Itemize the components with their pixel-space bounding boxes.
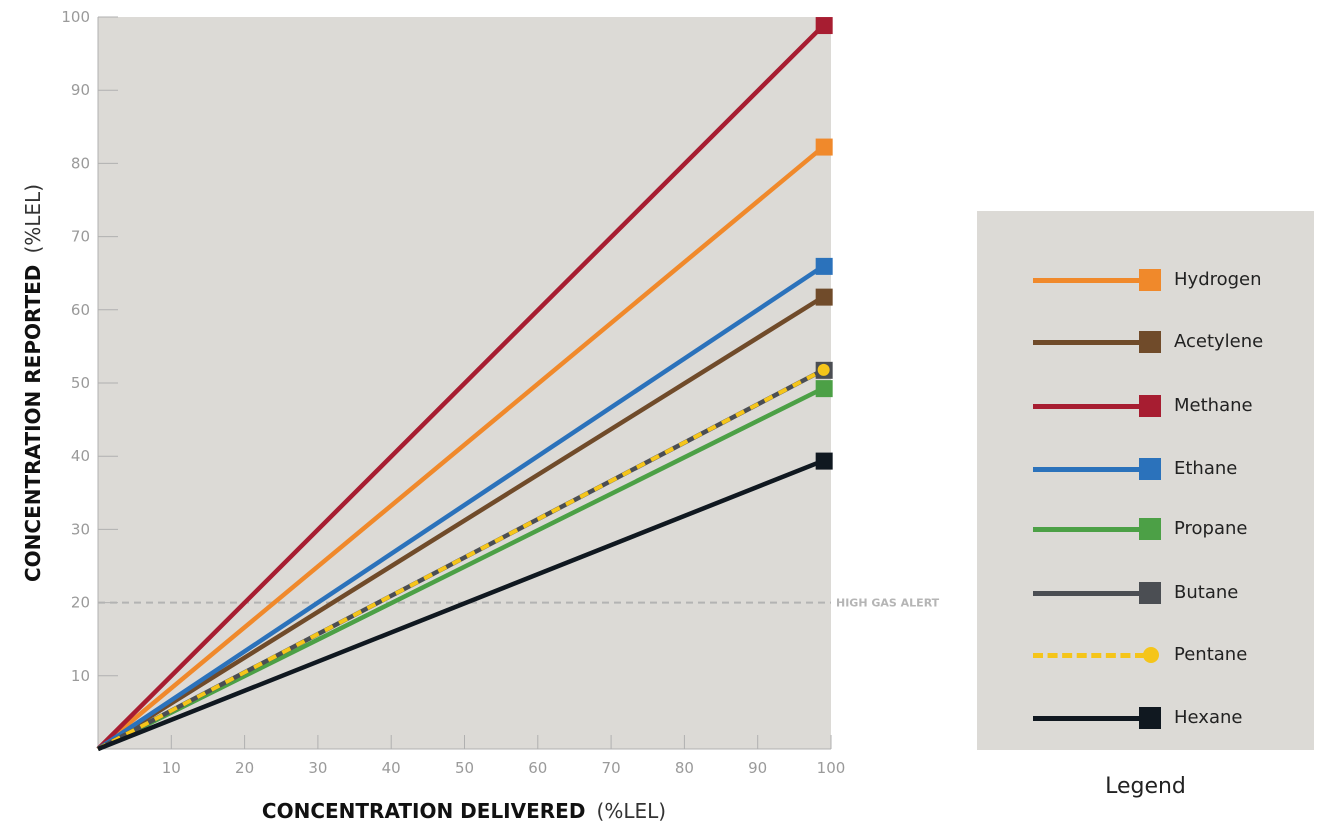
- marker-group: [815, 17, 833, 470]
- series-marker-propane: [815, 380, 833, 398]
- y-tick-label: 20: [71, 594, 90, 612]
- y-axis-title-unit: (%LEL): [21, 184, 45, 254]
- legend-label: Acetylene: [1174, 331, 1264, 352]
- legend-swatch-line: [1033, 716, 1145, 721]
- legend-item-methane: Methane: [1033, 395, 1303, 419]
- axes: 10 20 30 40 50 60 70 80 90 100 10 20 30 40 50 60 70 80 90 1…: [61, 8, 845, 777]
- legend-label: Ethane: [1174, 458, 1238, 479]
- legend-item-pentane: Pentane: [1033, 644, 1303, 668]
- legend-swatch-marker: [1139, 269, 1161, 291]
- y-axis-title: CONCENTRATION REPORTED (%LEL): [21, 184, 45, 582]
- y-tick-label: 50: [71, 374, 90, 392]
- x-tick-label: 70: [602, 759, 621, 777]
- legend-label: Pentane: [1174, 644, 1248, 665]
- legend-label: Hexane: [1174, 707, 1243, 728]
- high-gas-alert-label: HIGH GAS ALERT: [836, 597, 940, 610]
- x-tick-label: 90: [748, 759, 767, 777]
- legend-item-butane: Butane: [1033, 582, 1303, 606]
- x-tick-label: 100: [817, 759, 846, 777]
- series-marker-hydrogen: [815, 138, 833, 156]
- x-tick-label: 30: [308, 759, 327, 777]
- y-tick-label: 40: [71, 447, 90, 465]
- x-tick-label: 20: [235, 759, 254, 777]
- legend-swatch-line: [1033, 340, 1145, 345]
- legend-swatch-line: [1033, 467, 1145, 472]
- y-tick-label: 70: [71, 228, 90, 246]
- series-line-pentane: [97, 368, 825, 751]
- x-axis-title: CONCENTRATION DELIVERED (%LEL): [262, 799, 666, 823]
- legend-label: Propane: [1174, 518, 1248, 539]
- legend-swatch-line: [1033, 278, 1145, 283]
- x-tick-label: 50: [455, 759, 474, 777]
- series-line-hydrogen: [96, 144, 826, 751]
- legend-swatch-marker: [1139, 582, 1161, 604]
- legend-label: Hydrogen: [1174, 269, 1262, 290]
- series-line-ethane: [96, 264, 825, 751]
- series-line-methane: [96, 23, 826, 751]
- legend-item-acetylene: Acetylene: [1033, 331, 1303, 355]
- legend-swatch-marker: [1139, 458, 1161, 480]
- series-line-hexane: [97, 458, 825, 752]
- x-tick-label: 60: [528, 759, 547, 777]
- x-axis-title-main: CONCENTRATION DELIVERED: [262, 799, 586, 823]
- series-marker-hexane: [815, 452, 833, 470]
- x-tick-label: 40: [382, 759, 401, 777]
- x-tick-label: 10: [162, 759, 181, 777]
- y-tick-label: 80: [71, 154, 90, 172]
- x-axis-title-unit: (%LEL): [597, 799, 667, 823]
- legend-swatch-line: [1033, 653, 1145, 658]
- legend-swatch-marker: [1139, 331, 1161, 353]
- legend-label: Methane: [1174, 395, 1253, 416]
- y-tick-label: 30: [71, 520, 90, 538]
- series-marker-pentane: [817, 363, 830, 376]
- series-group: [96, 23, 826, 752]
- series-marker-ethane: [815, 257, 833, 275]
- y-tick-label: 90: [71, 81, 90, 99]
- legend-item-propane: Propane: [1033, 518, 1303, 542]
- legend-item-hexane: Hexane: [1033, 707, 1303, 731]
- y-tick-label: 10: [71, 667, 90, 685]
- legend-swatch-marker: [1143, 647, 1159, 663]
- legend-swatch-line: [1033, 527, 1145, 532]
- legend-caption: Legend: [1105, 774, 1186, 799]
- legend-item-ethane: Ethane: [1033, 458, 1303, 482]
- y-tick-label: 60: [71, 301, 90, 319]
- legend-swatch-marker: [1139, 707, 1161, 729]
- legend-item-hydrogen: Hydrogen: [1033, 269, 1303, 293]
- legend-label: Butane: [1174, 582, 1239, 603]
- legend-panel: Hydrogen Acetylene Methane Ethane Propane But…: [977, 211, 1314, 750]
- series-marker-methane: [815, 17, 833, 35]
- series-marker-acetylene: [815, 288, 833, 306]
- legend-swatch-line: [1033, 404, 1145, 409]
- y-axis-title-main: CONCENTRATION REPORTED: [21, 265, 45, 582]
- legend-swatch-line: [1033, 591, 1145, 596]
- x-tick-label: 80: [675, 759, 694, 777]
- series-line-acetylene: [96, 294, 825, 751]
- legend-swatch-marker: [1139, 395, 1161, 417]
- legend-swatch-marker: [1139, 518, 1161, 540]
- y-tick-label: 100: [61, 8, 90, 26]
- series-line-propane: [96, 386, 825, 752]
